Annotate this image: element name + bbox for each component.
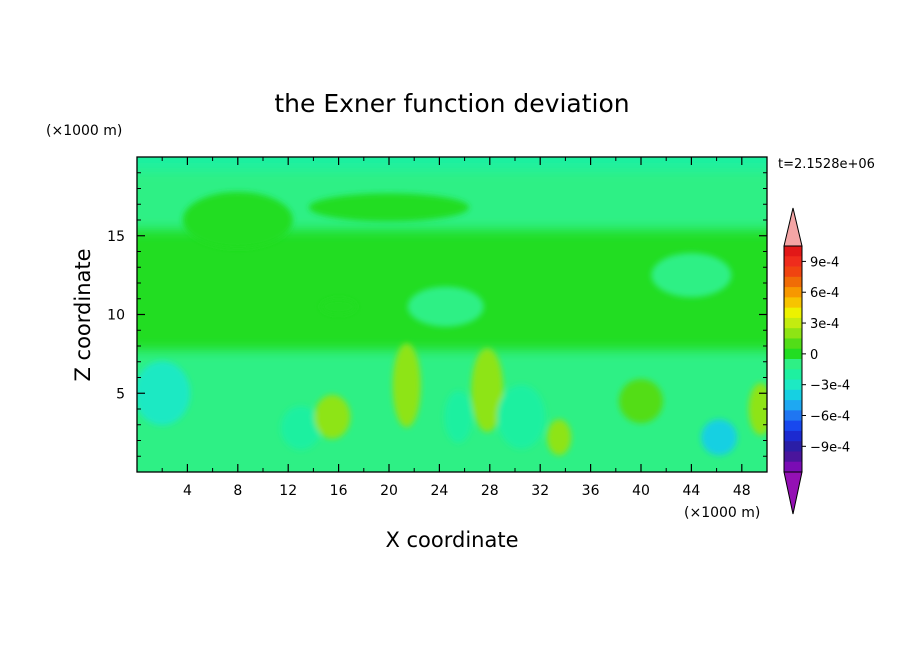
colorbar-band <box>784 379 802 391</box>
x-axis-unit: (×1000 m) <box>684 505 760 521</box>
colorbar-band <box>784 297 802 309</box>
colorbar-band <box>784 451 802 463</box>
y-tick-label: 5 <box>116 386 125 402</box>
colorbar-label: 3e-4 <box>810 317 839 332</box>
x-tick-label: 8 <box>233 483 242 499</box>
x-tick-label: 36 <box>582 483 600 499</box>
x-tick-label: 28 <box>481 483 499 499</box>
field-feature <box>182 192 293 248</box>
contour-field <box>137 157 767 472</box>
field-feature <box>651 253 732 298</box>
colorbar-label: 9e-4 <box>810 255 839 270</box>
y-axis-label: Z coordinate <box>71 248 95 381</box>
field-feature <box>547 419 572 456</box>
x-tick-label: 40 <box>632 483 650 499</box>
colorbar-band <box>784 287 802 298</box>
colorbar-band <box>784 328 802 339</box>
field-feature <box>444 390 473 443</box>
field-feature <box>497 384 546 449</box>
colorbar-band <box>784 317 802 329</box>
colorbar-over-triangle <box>783 207 803 247</box>
x-tick-label: 16 <box>330 483 348 499</box>
x-tick-label: 4 <box>183 483 192 499</box>
x-tick-label: 24 <box>430 483 448 499</box>
field-feature <box>392 343 421 428</box>
colorbar-frame <box>783 245 803 473</box>
x-tick-label: 32 <box>531 483 549 499</box>
time-label: t=2.1528e+06 <box>778 157 875 172</box>
field-feature <box>137 361 191 426</box>
y-tick-label: 10 <box>107 308 125 324</box>
colorbar-band <box>784 256 802 267</box>
colorbar-band <box>784 266 802 278</box>
x-tick-label: 12 <box>279 483 297 499</box>
field-feature <box>280 405 321 450</box>
y-tick-label: 15 <box>107 229 125 245</box>
colorbar-band <box>784 389 802 401</box>
field-bands <box>137 157 767 472</box>
field-feature <box>407 286 484 327</box>
field-feature <box>701 419 738 456</box>
x-tick-label: 20 <box>380 483 398 499</box>
field-feature <box>309 193 469 222</box>
field-feature <box>748 383 767 435</box>
y-axis-ticks: 5 10 15 <box>107 172 767 457</box>
colorbar-under-triangle <box>783 471 803 515</box>
colorbar-band <box>784 348 802 360</box>
field-feature <box>320 298 357 315</box>
colorbar-band <box>784 369 802 380</box>
colorbar-band <box>784 307 802 319</box>
colorbar-band <box>784 410 802 422</box>
colorbar-label: 0 <box>810 348 818 363</box>
chart-title: the Exner function deviation <box>274 89 629 118</box>
field-features <box>137 192 767 456</box>
x-tick-label: 44 <box>682 483 700 499</box>
colorbar-label: 6e-4 <box>810 286 839 301</box>
x-axis-label: X coordinate <box>385 528 518 552</box>
colorbar-band <box>784 400 802 411</box>
x-axis-ticks: 4 8 12 16 20 24 28 32 36 40 44 48 <box>161 157 751 499</box>
top-band <box>137 157 767 170</box>
colorbar-band <box>784 461 802 473</box>
colorbar-band <box>784 441 802 452</box>
colorbar-band <box>784 338 802 350</box>
x-tick-label: 48 <box>733 483 751 499</box>
field-feature <box>314 394 351 439</box>
colorbar-band <box>784 420 802 432</box>
colorbar-band <box>784 359 802 370</box>
colorbar-band <box>784 246 802 257</box>
colorbar-label: −6e-4 <box>810 410 850 425</box>
colorbar-band <box>784 430 802 442</box>
colorbar-label: −9e-4 <box>810 440 850 455</box>
colorbar-label: −3e-4 <box>810 379 850 394</box>
colorbar: 9e-4 6e-4 3e-4 0 −3e-4 −6e-4 −9e-4 <box>783 207 850 515</box>
field-feature <box>471 348 504 433</box>
colorbar-band <box>784 276 802 288</box>
field-feature <box>619 379 663 424</box>
y-axis-unit: (×1000 m) <box>46 123 122 139</box>
